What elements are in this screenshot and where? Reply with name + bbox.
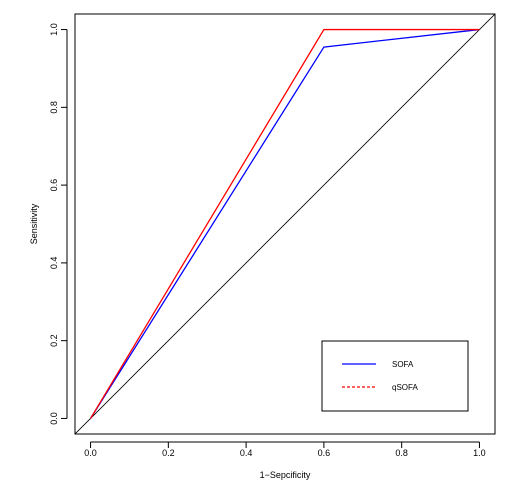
x-tick-label: 0.0 xyxy=(84,448,97,458)
x-tick-label: 0.8 xyxy=(395,448,408,458)
x-tick-label: 1.0 xyxy=(473,448,486,458)
y-tick-label: 0.2 xyxy=(49,334,59,347)
legend-label-sofa: SOFA xyxy=(392,360,414,369)
x-axis: 0.0 0.2 0.4 0.6 0.8 1.0 xyxy=(84,441,486,458)
legend-label-qsofa: qSOFA xyxy=(392,383,418,392)
x-axis-label: 1−Sepcificity xyxy=(260,470,311,480)
plot-frame xyxy=(74,13,496,435)
y-tick-label: 0.8 xyxy=(49,101,59,114)
legend-box xyxy=(321,340,469,412)
x-tick-label: 0.6 xyxy=(318,448,331,458)
y-tick-label: 0.6 xyxy=(49,179,59,192)
y-tick-label: 1.0 xyxy=(49,23,59,36)
reference-diagonal-line xyxy=(75,14,495,434)
y-axis: 0.0 0.2 0.4 0.6 0.8 1.0 xyxy=(49,23,68,425)
series-line-sofa xyxy=(90,28,480,419)
y-tick-label: 0.0 xyxy=(49,412,59,425)
plot-lines xyxy=(75,14,495,434)
x-tick-label: 0.2 xyxy=(162,448,175,458)
y-tick-label: 0.4 xyxy=(49,257,59,270)
legend: SOFA qSOFA xyxy=(321,340,469,412)
y-axis-label: Sensitivity xyxy=(29,203,39,244)
x-tick-label: 0.4 xyxy=(240,448,253,458)
series-line-qsofa xyxy=(89,28,480,419)
